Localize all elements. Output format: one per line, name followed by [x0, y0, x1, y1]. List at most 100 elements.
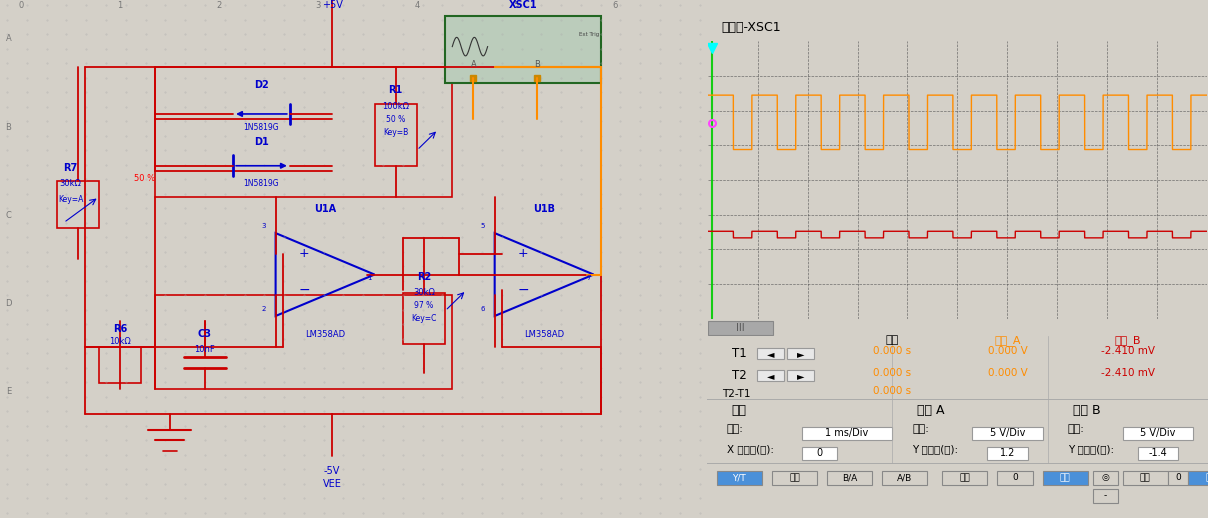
- Text: 2: 2: [261, 306, 266, 312]
- Text: XSC1: XSC1: [509, 0, 538, 10]
- Text: +: +: [298, 247, 309, 261]
- Bar: [882, 470, 928, 485]
- Text: 0: 0: [1175, 473, 1180, 482]
- Text: 10kΩ: 10kΩ: [109, 337, 130, 347]
- Text: 5 V/Div: 5 V/Div: [989, 428, 1026, 438]
- Text: C3: C3: [198, 329, 211, 339]
- Text: III: III: [736, 323, 744, 333]
- Text: -: -: [1104, 492, 1107, 500]
- Text: Y 轴位移(格):: Y 轴位移(格):: [1068, 444, 1114, 454]
- Bar: [1138, 447, 1178, 459]
- Text: A: A: [6, 34, 11, 44]
- Text: R1: R1: [389, 85, 402, 95]
- Text: ◄: ◄: [767, 349, 774, 359]
- Text: -2.410 mV: -2.410 mV: [1100, 346, 1155, 356]
- Bar: [786, 349, 814, 359]
- Text: 0.000 s: 0.000 s: [873, 386, 911, 396]
- Bar: [786, 370, 814, 381]
- Bar: [1093, 489, 1117, 503]
- Text: -2.410 mV: -2.410 mV: [1100, 368, 1155, 378]
- Text: Key=C: Key=C: [411, 314, 437, 323]
- Bar: [374, 104, 417, 166]
- Text: +5V: +5V: [321, 0, 343, 10]
- Text: LM358AD: LM358AD: [304, 329, 345, 339]
- Text: C: C: [6, 210, 11, 220]
- Text: 标度:: 标度:: [727, 424, 744, 434]
- Bar: [1043, 470, 1087, 485]
- Text: 通道 B: 通道 B: [1073, 404, 1100, 417]
- Text: R2: R2: [417, 272, 431, 282]
- Text: A/B: A/B: [898, 473, 912, 482]
- Text: 100kΩ: 100kΩ: [382, 102, 410, 111]
- Text: 6: 6: [481, 306, 486, 312]
- Bar: [1168, 470, 1187, 485]
- Text: Y/T: Y/T: [732, 473, 747, 482]
- Bar: [708, 321, 773, 335]
- Text: 4: 4: [414, 1, 419, 10]
- Bar: [972, 427, 1043, 440]
- Text: U1B: U1B: [533, 205, 556, 214]
- Text: R7: R7: [64, 163, 77, 173]
- Text: 0.000 s: 0.000 s: [873, 368, 911, 378]
- Text: B: B: [534, 60, 540, 69]
- Text: 1.2: 1.2: [1000, 448, 1015, 458]
- Text: ►: ►: [797, 349, 805, 359]
- Text: +: +: [518, 247, 528, 261]
- Bar: [756, 349, 784, 359]
- Text: 直流: 直流: [1059, 473, 1070, 482]
- Text: 刻度:: 刻度:: [912, 424, 929, 434]
- Text: 10nF: 10nF: [194, 345, 215, 354]
- Text: 交流: 交流: [959, 473, 970, 482]
- Text: 6: 6: [612, 1, 617, 10]
- Bar: [156, 67, 452, 197]
- Text: 5 V/Div: 5 V/Div: [1140, 428, 1175, 438]
- Text: −: −: [517, 283, 529, 297]
- Bar: [802, 427, 893, 440]
- Text: 添加: 添加: [789, 473, 800, 482]
- Text: 3: 3: [315, 1, 320, 10]
- Bar: [942, 470, 987, 485]
- Text: B/A: B/A: [842, 473, 858, 482]
- Text: 7: 7: [587, 275, 591, 281]
- Text: 2: 2: [216, 1, 222, 10]
- Text: Ext Trig: Ext Trig: [580, 32, 599, 37]
- Text: 5: 5: [481, 223, 484, 229]
- Bar: [827, 470, 872, 485]
- Text: Key=A: Key=A: [58, 195, 83, 204]
- Text: Y 轴位移(格):: Y 轴位移(格):: [912, 444, 958, 454]
- Text: 交流: 交流: [1140, 473, 1151, 482]
- Text: T1: T1: [732, 348, 747, 361]
- Text: 示波器-XSC1: 示波器-XSC1: [721, 21, 782, 34]
- Text: T2: T2: [732, 369, 747, 382]
- Bar: [156, 295, 452, 388]
- Bar: [802, 447, 837, 459]
- Text: U1A: U1A: [314, 205, 336, 214]
- Text: 1: 1: [117, 1, 123, 10]
- Bar: [987, 447, 1028, 459]
- Text: 0.000 V: 0.000 V: [988, 346, 1027, 356]
- Text: 刻度:: 刻度:: [1068, 424, 1085, 434]
- Text: X 轴位移(格):: X 轴位移(格):: [727, 444, 774, 454]
- Text: 0.000 s: 0.000 s: [873, 346, 911, 356]
- Text: 1N5819G: 1N5819G: [244, 179, 279, 189]
- Text: 0.000 V: 0.000 V: [988, 368, 1027, 378]
- Text: 1 ms/Div: 1 ms/Div: [825, 428, 869, 438]
- Text: B: B: [6, 122, 11, 132]
- Text: 30kΩ: 30kΩ: [59, 179, 82, 189]
- Text: 直流: 直流: [1206, 473, 1208, 482]
- Bar: [1122, 470, 1168, 485]
- Text: -5V: -5V: [324, 466, 341, 476]
- Bar: [446, 16, 600, 83]
- Text: D2: D2: [254, 80, 269, 90]
- Text: LM358AD: LM358AD: [524, 329, 564, 339]
- Text: Key=B: Key=B: [383, 127, 408, 137]
- Text: 0: 0: [817, 448, 823, 458]
- Text: T2-T1: T2-T1: [721, 389, 750, 399]
- Text: D1: D1: [254, 137, 269, 147]
- Text: 50 %: 50 %: [134, 174, 156, 183]
- Text: 通道 A: 通道 A: [917, 404, 945, 417]
- Bar: [1093, 470, 1117, 485]
- Text: 时基: 时基: [732, 404, 747, 417]
- Text: VEE: VEE: [323, 479, 342, 489]
- Text: D: D: [5, 298, 12, 308]
